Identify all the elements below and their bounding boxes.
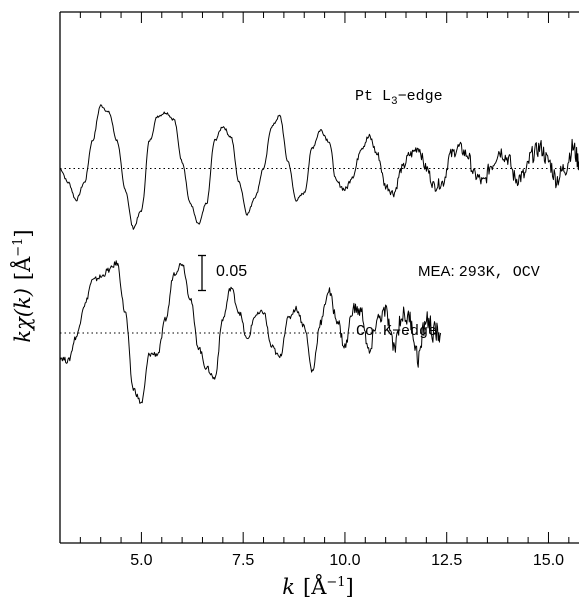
pt-label-sub: 3 — [391, 96, 398, 108]
y-title-unit: [Å — [10, 256, 35, 280]
y-title-close: ] — [11, 229, 35, 237]
scale-bar-label: 0.05 — [216, 263, 247, 280]
x-tick-label: 15.0 — [533, 552, 564, 569]
x-title-var: k — [282, 575, 295, 599]
x-title-exp: −1 — [326, 575, 345, 590]
annotation: MEA: 293K, OCV — [418, 263, 540, 281]
annotation-prefix: MEA: — [418, 263, 455, 280]
zero-baselines — [60, 168, 579, 334]
y-title-var: kχ(k) — [11, 288, 35, 343]
y-axis-title: kχ(k) [Å−1] — [10, 229, 35, 342]
co-k-edge-line — [59, 260, 442, 404]
series-label-pt: Pt L3−edge — [355, 88, 443, 108]
series-lines — [59, 104, 579, 404]
scale-bar: 0.05 — [198, 254, 247, 292]
x-title-unit: [Å — [303, 574, 327, 599]
x-tick-label: 7.5 — [232, 552, 254, 569]
x-tick-label: 10.0 — [329, 552, 360, 569]
x-tick-label: 5.0 — [130, 552, 152, 569]
pt-l3-edge-line — [59, 104, 579, 230]
series-label-co: Co K−edge — [356, 323, 437, 340]
annotation-text: 293K, OCV — [459, 264, 540, 281]
x-title-close: ] — [346, 575, 354, 599]
x-axis-title: k [Å−1] — [282, 574, 353, 599]
pt-label-main: Pt L — [355, 88, 391, 105]
y-title-exp: −1 — [11, 238, 26, 257]
x-tick-label: 12.5 — [431, 552, 462, 569]
axis-ticks: 5.0 7.5 10.0 12.5 15.0 — [79, 12, 570, 569]
plot-frame — [59, 11, 579, 544]
pt-label-tail: −edge — [398, 88, 443, 105]
